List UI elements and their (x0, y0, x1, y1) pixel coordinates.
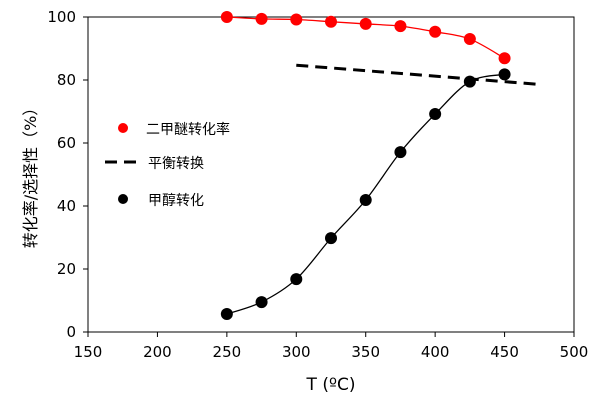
legend-marker-methanol (118, 194, 128, 204)
data-point (394, 20, 407, 33)
data-point (498, 52, 511, 65)
legend-label-equilibrium: 平衡转换 (148, 155, 204, 172)
x-tick-label: 200 (143, 343, 172, 361)
plot-frame (87, 16, 575, 333)
y-tick-label: 60 (57, 134, 76, 152)
data-point (325, 232, 337, 245)
data-point (359, 194, 372, 207)
series-line-equilibrium (296, 63, 540, 86)
data-point (463, 33, 476, 46)
data-point (255, 296, 268, 309)
y-axis-title: 转化率/选择性（%） (21, 100, 40, 249)
x-tick-label: 450 (490, 343, 519, 361)
x-axis-title: T (ºC) (306, 375, 356, 395)
legend: 二甲醚转化率 平衡转换 甲醇转化 (105, 121, 230, 209)
data-point (429, 108, 442, 121)
data-point (220, 308, 233, 321)
data-point (325, 15, 337, 28)
legend-label-methanol: 甲醇转化 (148, 192, 204, 209)
x-tick-label: 250 (213, 343, 242, 361)
data-point (498, 68, 511, 81)
data-point (394, 146, 407, 159)
legend-label-dme: 二甲醚转化率 (146, 121, 230, 138)
y-tick-label: 20 (57, 260, 76, 278)
x-tick-label: 400 (421, 343, 450, 361)
data-point (290, 273, 303, 286)
y-tick-label: 100 (47, 8, 76, 26)
y-tick-label: 80 (57, 71, 76, 89)
y-tick-label: 40 (57, 197, 76, 215)
data-point (429, 25, 442, 38)
x-tick-label: 300 (282, 343, 311, 361)
data-point (463, 75, 476, 88)
x-tick-label: 350 (351, 343, 380, 361)
y-tick-label: 0 (66, 323, 76, 341)
data-point (359, 17, 372, 30)
data-point (220, 11, 233, 23)
data-point (290, 13, 303, 26)
legend-marker-dme (118, 123, 128, 133)
x-tick-label: 150 (74, 343, 103, 361)
data-point (255, 12, 268, 25)
x-tick-label: 500 (560, 343, 589, 361)
